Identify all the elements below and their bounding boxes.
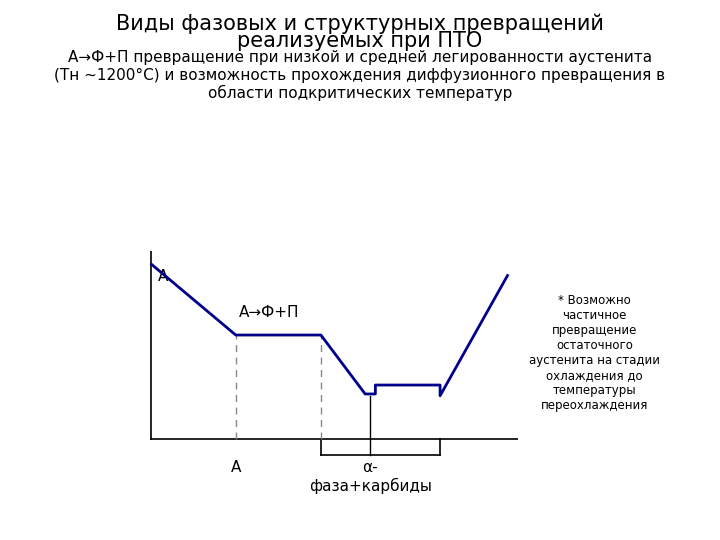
Text: А→Ф+П превращение при низкой и средней легированности аустенита
(Тн ~1200°С) и в: А→Ф+П превращение при низкой и средней л… xyxy=(55,50,665,102)
Text: А→Ф+П: А→Ф+П xyxy=(239,305,300,320)
Text: α-
фаза+карбиды: α- фаза+карбиды xyxy=(309,460,432,494)
Text: Виды фазовых и структурных превращений: Виды фазовых и структурных превращений xyxy=(116,14,604,34)
Text: * Возможно
частичное
превращение
остаточного
аустенита на стадии
охлаждения до
т: * Возможно частичное превращение остаточ… xyxy=(529,294,660,413)
Text: А: А xyxy=(230,460,241,475)
Text: А: А xyxy=(158,269,168,284)
Text: реализуемых при ПТО: реализуемых при ПТО xyxy=(238,31,482,51)
